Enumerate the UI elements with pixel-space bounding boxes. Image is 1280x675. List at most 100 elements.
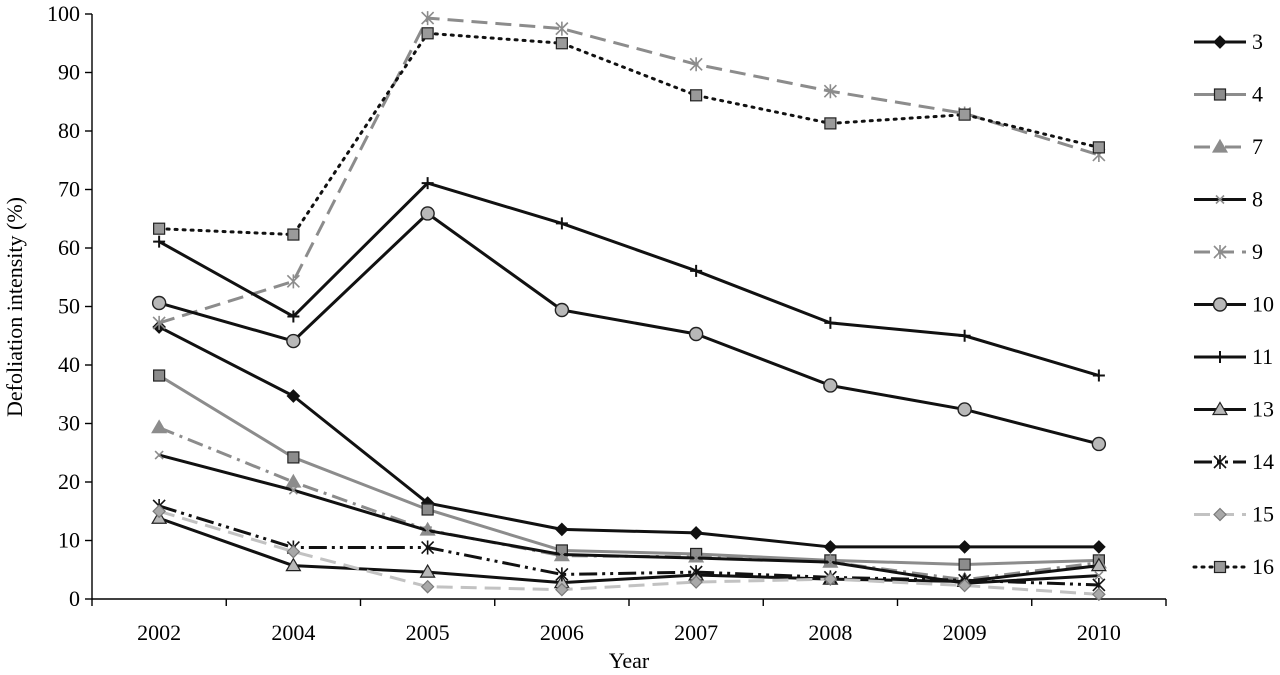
data-point-3 xyxy=(286,389,301,403)
x-axis-title: Year xyxy=(609,648,650,673)
x-tick-label: 2005 xyxy=(406,620,450,645)
data-point-15 xyxy=(823,572,838,586)
legend-item-14: 14 xyxy=(1194,449,1274,474)
y-tick-label: 100 xyxy=(47,1,80,26)
data-point-9 xyxy=(421,11,435,26)
y-tick-label: 90 xyxy=(58,60,80,85)
data-point-8 xyxy=(288,485,298,495)
series-line-15 xyxy=(158,509,1099,596)
data-point-16 xyxy=(555,37,568,50)
series-line-9 xyxy=(158,16,1100,325)
data-point-10 xyxy=(688,326,704,342)
series-line-16 xyxy=(157,31,1101,237)
legend-marker xyxy=(1214,351,1226,363)
x-tick-label: 2006 xyxy=(540,620,584,645)
data-point-9 xyxy=(152,315,166,330)
series-line-10 xyxy=(158,211,1100,446)
legend-item-4: 4 xyxy=(1194,82,1263,107)
data-point-3 xyxy=(957,540,972,554)
x-tick-label: 2008 xyxy=(808,620,852,645)
data-point-11 xyxy=(958,329,971,342)
data-point-8 xyxy=(825,557,835,567)
y-tick-label: 20 xyxy=(58,469,80,494)
legend-label: 15 xyxy=(1252,502,1274,527)
series-layer xyxy=(151,11,1107,602)
y-tick-label: 40 xyxy=(58,352,80,377)
data-point-4 xyxy=(287,451,300,464)
data-point-11 xyxy=(555,217,568,230)
series-16 xyxy=(153,27,1105,241)
data-point-11 xyxy=(421,177,434,190)
data-point-15 xyxy=(286,544,301,559)
data-point-3 xyxy=(823,540,838,554)
data-point-13 xyxy=(285,557,302,572)
chart-axes xyxy=(91,14,1166,600)
data-point-15 xyxy=(555,582,569,597)
data-point-9 xyxy=(555,21,569,36)
x-tick-label: 2004 xyxy=(271,620,315,645)
y-tick-label: 60 xyxy=(58,235,80,260)
data-point-14 xyxy=(555,567,569,582)
data-point-16 xyxy=(287,228,300,241)
legend-item-8: 8 xyxy=(1194,187,1263,212)
x-tick-label: 2002 xyxy=(137,620,181,645)
legend-label: 8 xyxy=(1252,187,1263,212)
legend-item-10: 10 xyxy=(1194,292,1274,317)
data-point-9 xyxy=(286,274,300,289)
data-point-7 xyxy=(285,473,302,488)
series-9 xyxy=(152,11,1106,330)
data-point-14 xyxy=(421,540,435,555)
legend-marker xyxy=(1211,401,1229,416)
y-tick-label: 0 xyxy=(69,586,80,611)
x-axis-ticks: 2002 2004 2005 2006 2007 2008 2009 2010 xyxy=(91,599,1167,645)
x-tick-label: 2010 xyxy=(1077,620,1121,645)
legend-marker xyxy=(1213,455,1227,469)
legend-item-11: 11 xyxy=(1194,344,1273,369)
data-point-15 xyxy=(420,579,435,594)
data-point-9 xyxy=(689,57,703,72)
y-tick-label: 80 xyxy=(58,118,80,143)
data-point-10 xyxy=(420,206,435,221)
data-point-8 xyxy=(557,549,567,560)
legend-marker xyxy=(1213,560,1227,574)
legend-label: 4 xyxy=(1252,82,1263,107)
data-point-16 xyxy=(958,108,971,121)
legend-marker xyxy=(1212,297,1228,312)
legend-marker xyxy=(1215,194,1225,205)
legend-item-3: 3 xyxy=(1194,29,1263,54)
legend-marker xyxy=(1213,88,1227,101)
y-tick-label: 50 xyxy=(58,294,80,319)
y-axis-title: Defoliation intensity (%) xyxy=(2,197,27,417)
legend-marker xyxy=(1213,507,1227,522)
data-point-4 xyxy=(421,503,434,516)
data-point-16 xyxy=(824,117,837,130)
series-line-11 xyxy=(158,181,1100,377)
data-point-11 xyxy=(153,235,166,248)
data-point-8 xyxy=(1094,571,1104,581)
legend-item-9: 9 xyxy=(1194,239,1263,264)
data-point-11 xyxy=(824,316,837,329)
data-point-3 xyxy=(555,522,569,537)
y-tick-label: 10 xyxy=(58,528,80,553)
y-tick-label: 30 xyxy=(58,411,80,436)
legend-label: 9 xyxy=(1252,239,1263,264)
data-point-8 xyxy=(154,450,164,460)
legend-item-7: 7 xyxy=(1194,134,1263,159)
series-line-14 xyxy=(158,504,1099,587)
data-point-4 xyxy=(153,369,166,382)
data-point-10 xyxy=(286,333,301,349)
data-point-4 xyxy=(958,558,971,571)
data-point-7 xyxy=(151,419,168,434)
data-point-16 xyxy=(690,89,703,102)
legend-label: 3 xyxy=(1252,29,1263,54)
legend-label: 10 xyxy=(1252,292,1274,317)
series-10 xyxy=(151,206,1107,452)
data-point-15 xyxy=(957,578,972,593)
data-point-3 xyxy=(1092,540,1106,554)
y-axis-ticks: 0 10 20 30 40 50 60 70 80 90 100 xyxy=(47,1,92,611)
x-tick-label: 2007 xyxy=(674,620,718,645)
legend: 3 4 7 8 9 10 11 13 14 15 16 xyxy=(1192,29,1274,579)
data-point-9 xyxy=(823,84,837,99)
legend-label: 16 xyxy=(1252,554,1274,579)
data-point-15 xyxy=(152,504,166,519)
